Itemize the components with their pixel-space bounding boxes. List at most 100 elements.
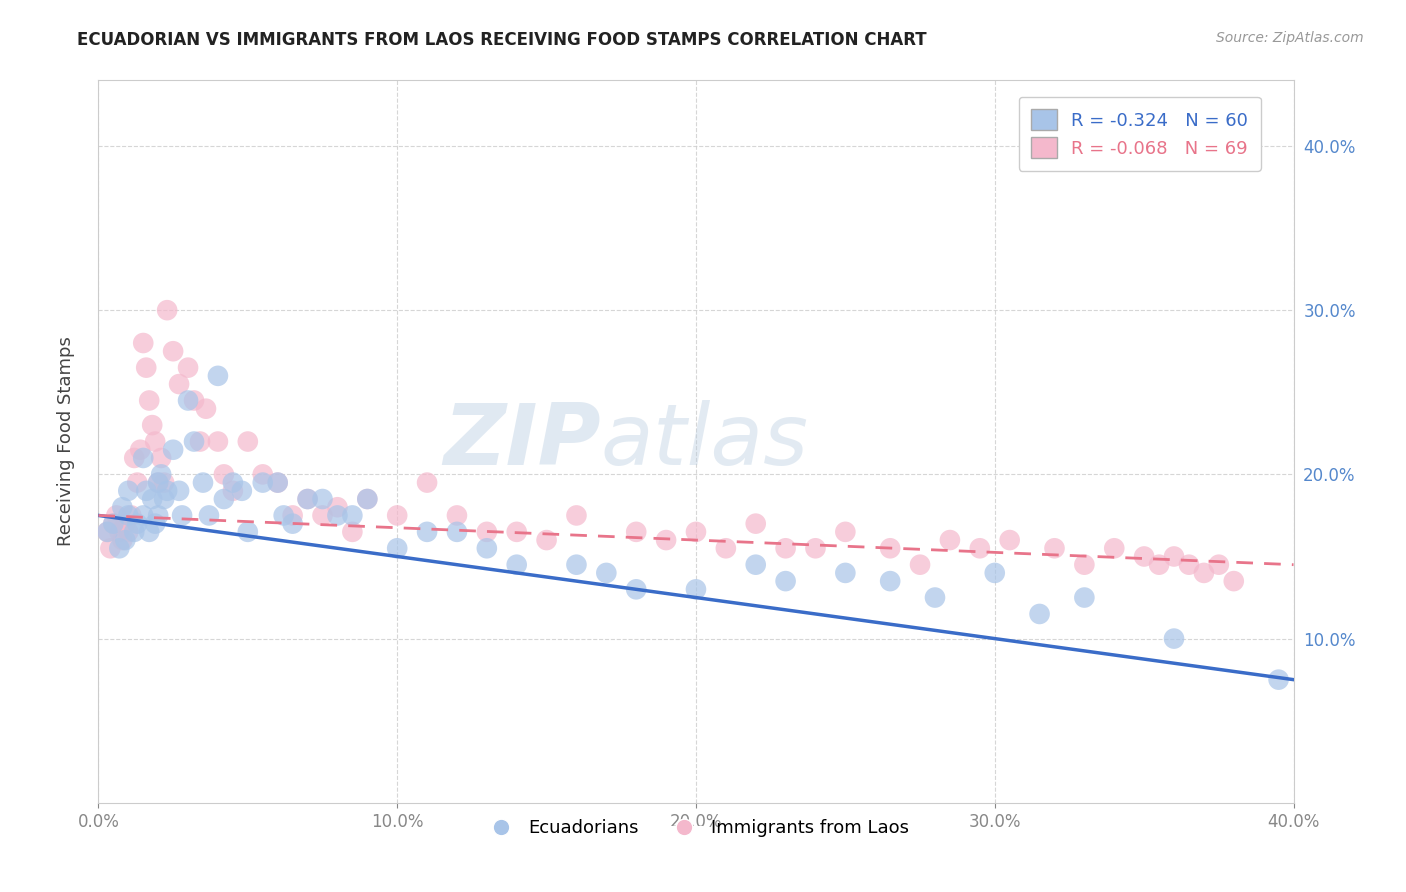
- Y-axis label: Receiving Food Stamps: Receiving Food Stamps: [56, 336, 75, 547]
- Point: [124, 450, 146, 465]
- Point: [117, 483, 139, 498]
- Point: [267, 475, 290, 490]
- Point: [108, 524, 131, 539]
- Point: [132, 508, 155, 523]
- Point: [273, 508, 295, 523]
- Text: ZIP: ZIP: [443, 400, 600, 483]
- Point: [138, 393, 160, 408]
- Point: [103, 516, 125, 531]
- Point: [281, 508, 304, 523]
- Point: [150, 467, 173, 482]
- Point: [114, 516, 136, 531]
- Point: [775, 574, 797, 588]
- Point: [595, 566, 617, 580]
- Point: [177, 360, 200, 375]
- Point: [446, 524, 468, 539]
- Point: [1163, 549, 1185, 564]
- Point: [103, 516, 125, 531]
- Point: [162, 442, 184, 457]
- Point: [1028, 607, 1050, 621]
- Point: [195, 401, 218, 416]
- Point: [183, 434, 205, 449]
- Point: [775, 541, 797, 556]
- Point: [1208, 558, 1230, 572]
- Point: [714, 541, 737, 556]
- Point: [148, 475, 170, 490]
- Point: [132, 336, 155, 351]
- Point: [834, 566, 856, 580]
- Point: [117, 524, 139, 539]
- Point: [745, 516, 768, 531]
- Point: [222, 475, 245, 490]
- Point: [172, 508, 194, 523]
- Point: [984, 566, 1007, 580]
- Text: ECUADORIAN VS IMMIGRANTS FROM LAOS RECEIVING FOOD STAMPS CORRELATION CHART: ECUADORIAN VS IMMIGRANTS FROM LAOS RECEI…: [77, 31, 927, 49]
- Point: [143, 516, 166, 531]
- Point: [385, 508, 409, 523]
- Point: [156, 303, 179, 318]
- Point: [297, 491, 319, 506]
- Point: [311, 491, 333, 506]
- Point: [267, 475, 290, 490]
- Point: [626, 582, 648, 597]
- Point: [475, 524, 498, 539]
- Point: [153, 491, 176, 506]
- Point: [156, 483, 179, 498]
- Point: [804, 541, 827, 556]
- Point: [236, 524, 259, 539]
- Point: [1147, 558, 1170, 572]
- Point: [1073, 591, 1095, 605]
- Point: [939, 533, 962, 547]
- Point: [148, 475, 170, 490]
- Point: [183, 393, 205, 408]
- Point: [108, 541, 131, 556]
- Point: [326, 508, 349, 523]
- Point: [198, 508, 221, 523]
- Point: [177, 393, 200, 408]
- Point: [326, 500, 349, 515]
- Point: [143, 434, 166, 449]
- Point: [132, 450, 155, 465]
- Point: [124, 524, 146, 539]
- Point: [506, 524, 529, 539]
- Point: [475, 541, 498, 556]
- Point: [127, 516, 149, 531]
- Point: [212, 491, 235, 506]
- Point: [342, 508, 364, 523]
- Point: [120, 508, 142, 523]
- Point: [141, 491, 163, 506]
- Point: [385, 541, 409, 556]
- Point: [356, 491, 378, 506]
- Point: [655, 533, 678, 547]
- Point: [127, 475, 149, 490]
- Point: [167, 377, 190, 392]
- Point: [252, 475, 274, 490]
- Legend: Ecuadorians, Immigrants from Laos: Ecuadorians, Immigrants from Laos: [475, 812, 917, 845]
- Point: [1267, 673, 1289, 687]
- Point: [129, 442, 152, 457]
- Point: [446, 508, 468, 523]
- Point: [626, 524, 648, 539]
- Point: [135, 483, 157, 498]
- Point: [281, 516, 304, 531]
- Point: [879, 541, 901, 556]
- Point: [998, 533, 1021, 547]
- Point: [162, 344, 184, 359]
- Point: [745, 558, 768, 572]
- Point: [141, 418, 163, 433]
- Point: [191, 475, 214, 490]
- Point: [356, 491, 378, 506]
- Point: [1133, 549, 1156, 564]
- Point: [1192, 566, 1215, 580]
- Point: [96, 524, 118, 539]
- Point: [342, 524, 364, 539]
- Point: [105, 508, 128, 523]
- Point: [908, 558, 931, 572]
- Point: [969, 541, 991, 556]
- Point: [188, 434, 211, 449]
- Point: [138, 524, 160, 539]
- Point: [96, 524, 118, 539]
- Point: [506, 558, 529, 572]
- Point: [167, 483, 190, 498]
- Point: [924, 591, 946, 605]
